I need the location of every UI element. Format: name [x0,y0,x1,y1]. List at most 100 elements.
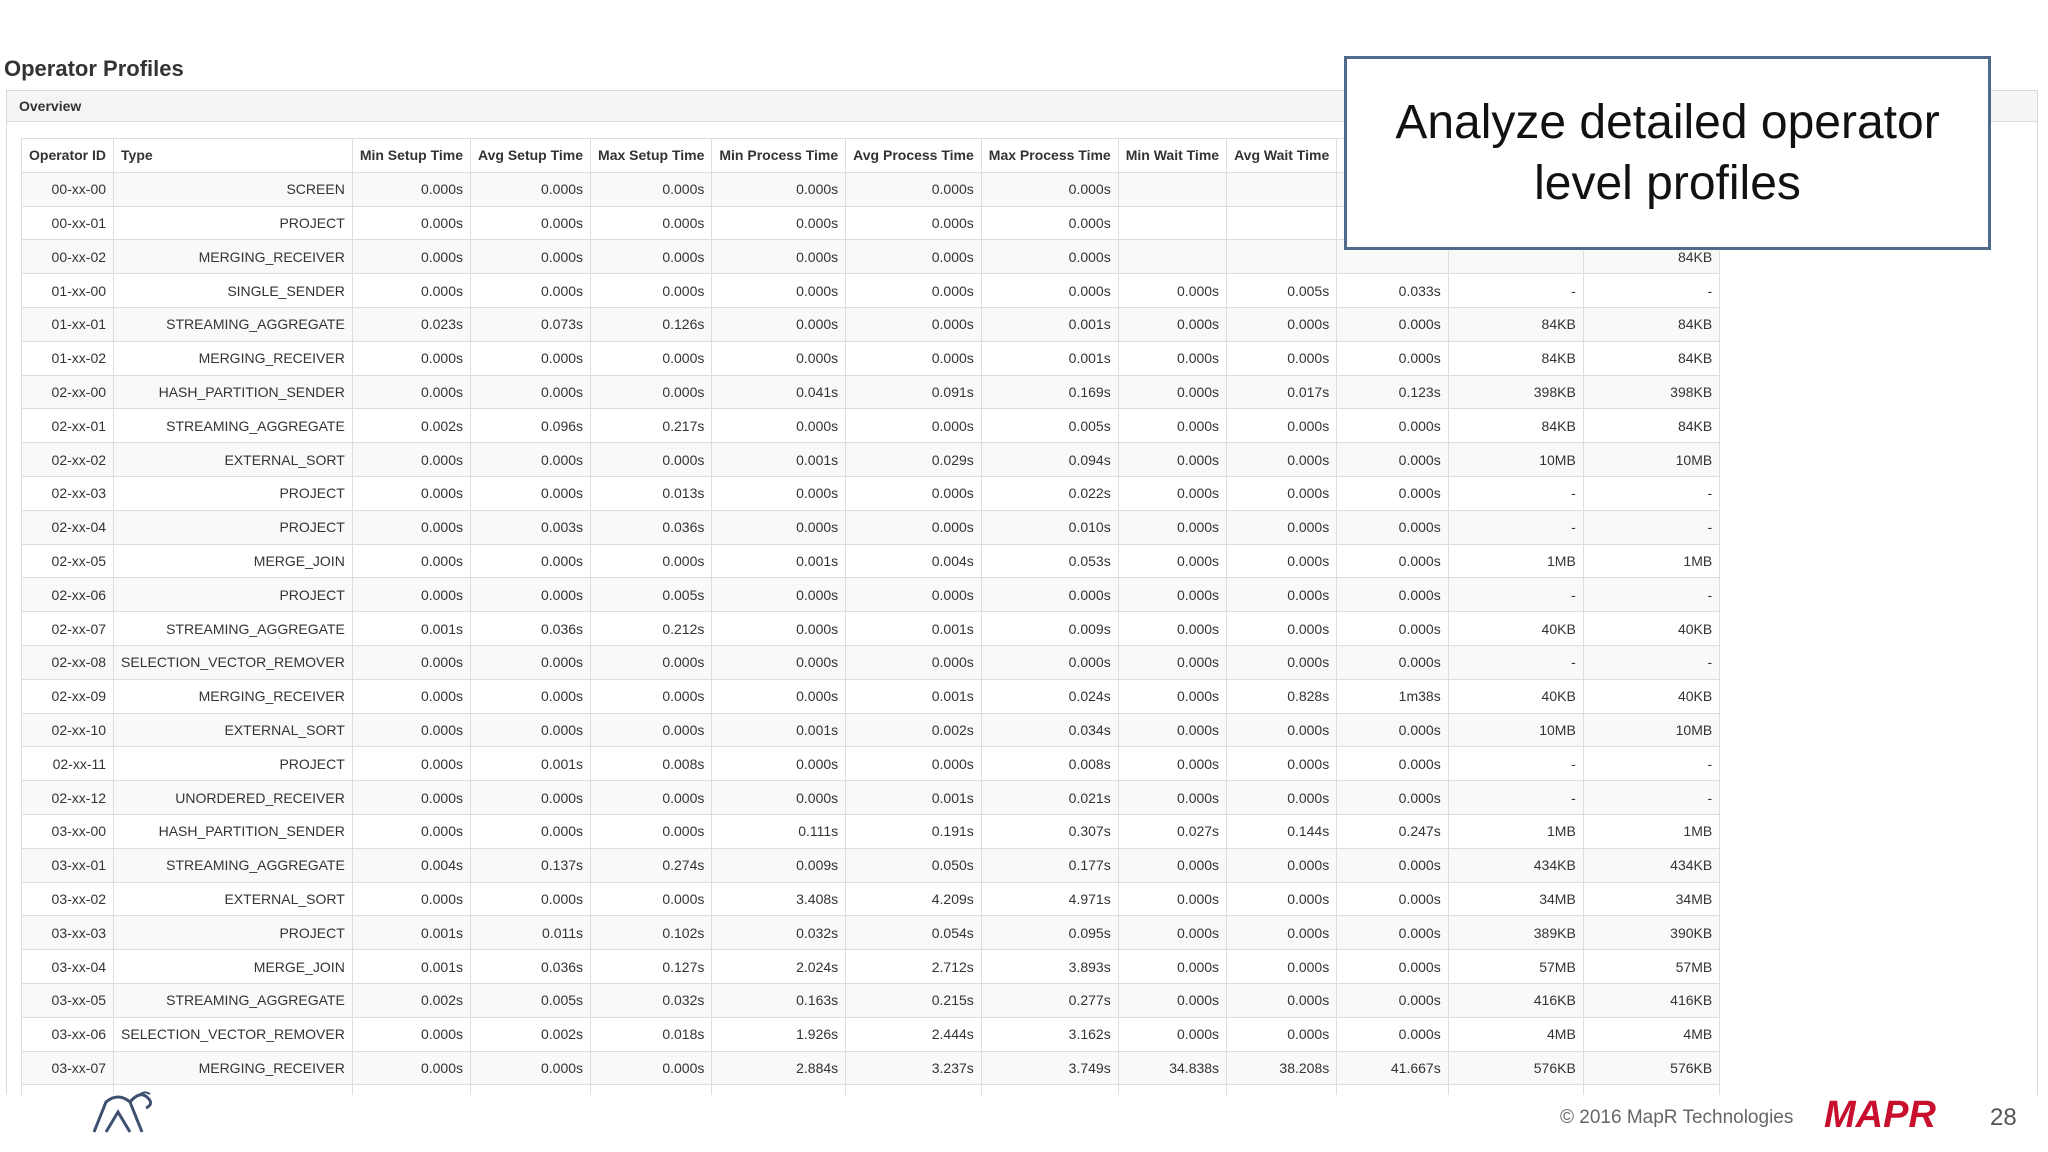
column-header[interactable]: Max Process Time [980,138,1119,173]
table-cell: 0.005s [1226,273,1338,308]
table-cell: 3.893s [980,949,1119,984]
table-cell [351,1084,472,1096]
table-cell: 0.000s [1336,780,1449,815]
table-cell: 0.000s [351,644,472,680]
column-header[interactable]: Avg Setup Time [470,138,592,173]
table-cell: 0.000s [1117,273,1228,308]
table-cell: 40KB [1582,678,1721,714]
table-cell: 40KB [1447,678,1584,714]
table-row: 03-xx-05 STREAMING_AGGREGATE 0.002s 0.005s 0… [20,982,1721,1018]
table-cell: 84KB [1582,408,1721,444]
table-cell: 4MB [1582,1016,1721,1052]
column-header[interactable]: Avg Process Time [845,138,982,173]
table-cell: MERGING_RECEIVER [113,678,353,714]
table-cell: 416KB [1582,982,1721,1018]
table-cell: 0.000s [1117,982,1228,1018]
table-cell: 0.123s [1336,374,1449,410]
table-cell: 0.000s [470,543,592,579]
table-cell: 03-xx-07 [20,1050,115,1086]
table-cell: 0.000s [1336,509,1449,545]
table-cell: 0.000s [1226,1016,1338,1052]
table-cell: 01-xx-00 [20,273,115,308]
column-header[interactable]: Avg Wait Time [1226,138,1338,173]
column-header[interactable]: Min Setup Time [351,138,472,173]
table-cell: 0.091s [845,374,982,410]
page-number: 28 [1990,1104,2017,1131]
table-cell: MERGING_RECEIVER [113,340,353,376]
table-cell: - [1447,509,1584,545]
table-row: 02-xx-01 STREAMING_AGGREGATE 0.002s 0.096s 0… [20,408,1721,444]
table-cell: 0.000s [711,780,847,815]
table-cell: - [1447,780,1584,815]
table-cell: 0.001s [845,678,982,714]
table-cell: 576KB [1447,1050,1584,1086]
table-cell: STREAMING_AGGREGATE [113,306,353,342]
table-cell: PROJECT [113,577,353,613]
column-header[interactable]: Max Setup Time [590,138,713,173]
table-cell: 41.667s [1336,1050,1449,1086]
table-cell: 0.000s [351,712,472,748]
table-cell: 0.000s [1117,1016,1228,1052]
table-cell: 02-xx-10 [20,712,115,748]
table-cell: 01-xx-02 [20,340,115,376]
table-cell: 0.000s [711,340,847,376]
table-cell: 0.000s [1117,442,1228,477]
table-cell: 0.000s [711,678,847,714]
table-cell: 0.000s [470,577,592,613]
slide-footer [0,1095,2048,1152]
table-cell: 0.000s [1226,780,1338,815]
table-cell: EXTERNAL_SORT [113,881,353,917]
page-title: Operator Profiles [4,56,184,81]
table-cell: 0.000s [711,171,847,207]
table-cell: 0.102s [590,915,713,951]
table-cell: 0.000s [351,1050,472,1086]
table-cell: 0.000s [845,340,982,376]
table-cell: 0.000s [470,1050,592,1086]
table-cell: 0.000s [845,509,982,545]
table-cell: 0.000s [845,273,982,308]
table-cell: 0.000s [1336,340,1449,376]
table-cell: 0.000s [1336,847,1449,883]
table-cell: 0.000s [351,374,472,410]
column-header[interactable]: Type [113,138,353,173]
table-cell: PROJECT [113,509,353,545]
table-row: 02-xx-12 UNORDERED_RECEIVER 0.000s 0.000s 0.… [20,780,1721,815]
table-cell: 0.000s [1226,509,1338,545]
table-cell: 0.021s [980,780,1119,815]
table-cell: 2.712s [845,949,982,984]
table-cell: 0.000s [711,611,847,646]
table-cell: 0.000s [1226,644,1338,680]
column-header[interactable]: Min Wait Time [1117,138,1228,173]
table-row: 02-xx-10 EXTERNAL_SORT 0.000s 0.000s 0.000s 0… [20,712,1721,748]
table-cell: 0.000s [470,475,592,511]
table-cell: MERGE_JOIN [113,543,353,579]
table-cell: 57MB [1582,949,1721,984]
table-cell: EXTERNAL_SORT [113,712,353,748]
table-cell: 84KB [1582,306,1721,342]
table-cell: STREAMING_AGGREGATE [113,408,353,444]
table-row: 02-xx-06 PROJECT 0.000s 0.000s 0.005s 0.000s 0… [20,577,1721,613]
table-cell: 0.000s [980,577,1119,613]
table-cell: UNORDERED_RECEIVER [113,780,353,815]
table-cell: 0.001s [845,780,982,815]
table-cell: 84KB [1582,340,1721,376]
table-cell: 0.000s [351,171,472,207]
column-header[interactable]: Operator ID [20,138,115,173]
table-cell: 00-xx-01 [20,205,115,241]
table-cell: 0.000s [711,475,847,511]
table-cell: 0.000s [351,239,472,275]
table-cell: 0.000s [590,881,713,917]
table-cell: 0.002s [351,408,472,444]
table-cell: 0.000s [1117,408,1228,444]
table-row: 02-xx-02 EXTERNAL_SORT 0.000s 0.000s 0.000s 0… [20,442,1721,477]
table-cell: 0.191s [845,813,982,849]
table-cell: 1MB [1447,813,1584,849]
table-cell: 0.032s [711,915,847,951]
column-header[interactable]: Min Process Time [711,138,847,173]
table-cell: 0.000s [1117,712,1228,748]
table-cell: 4.209s [845,881,982,917]
table-cell: MERGING_RECEIVER [113,239,353,275]
table-cell: 0.001s [845,611,982,646]
table-cell: 0.022s [980,475,1119,511]
table-cell: 34.838s [1117,1050,1228,1086]
